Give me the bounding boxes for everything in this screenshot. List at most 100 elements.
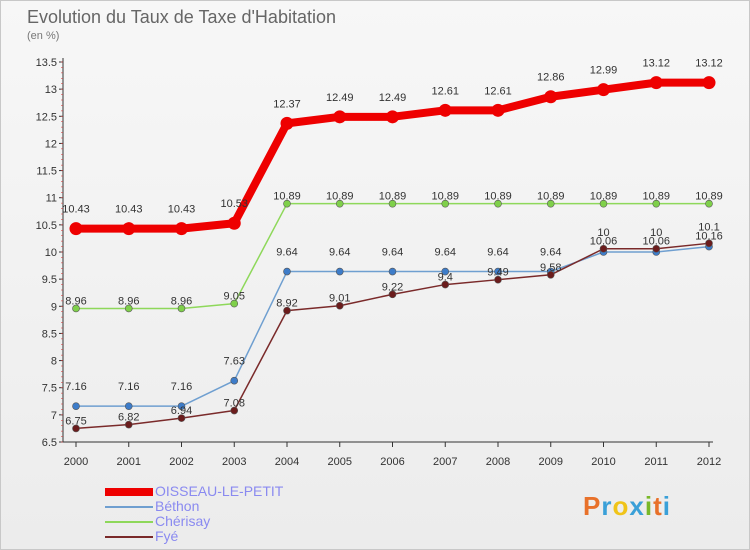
data-point-2 bbox=[494, 199, 502, 208]
data-point-3 bbox=[546, 270, 555, 279]
data-point-0 bbox=[491, 103, 505, 117]
legend-label-bethon: Béthon bbox=[155, 498, 200, 514]
x-tick-label: 2012 bbox=[697, 456, 721, 468]
data-label-1: 9.64 bbox=[540, 247, 561, 259]
data-label-1: 9.64 bbox=[276, 247, 297, 259]
data-point-3 bbox=[230, 406, 239, 415]
data-point-0 bbox=[280, 116, 294, 130]
data-label-1: 10 bbox=[597, 227, 609, 239]
data-label-1: 7.16 bbox=[65, 381, 86, 393]
x-tick-label: 2002 bbox=[169, 456, 193, 468]
data-label-2: 8.96 bbox=[65, 295, 86, 307]
data-point-3 bbox=[441, 280, 450, 289]
data-point-0 bbox=[122, 222, 136, 236]
data-label-3: 9.22 bbox=[382, 281, 403, 293]
data-label-0: 12.61 bbox=[484, 85, 512, 97]
data-point-0 bbox=[544, 90, 558, 104]
data-label-0: 12.49 bbox=[379, 92, 407, 104]
x-tick-label: 2008 bbox=[486, 456, 510, 468]
legend-item-cherisay: Chérisay bbox=[105, 513, 365, 529]
y-tick-label: 13 bbox=[45, 84, 57, 96]
logo-letter: x bbox=[629, 491, 645, 521]
data-label-2: 10.89 bbox=[642, 191, 670, 203]
data-point-2 bbox=[599, 199, 608, 208]
legend-swatch-bethon bbox=[105, 506, 153, 508]
data-label-3: 8.92 bbox=[276, 298, 297, 310]
data-label-3: 6.94 bbox=[171, 405, 192, 417]
logo-letter: i bbox=[644, 491, 654, 521]
y-tick-label: 7.5 bbox=[42, 383, 57, 395]
logo-letter: r bbox=[601, 491, 613, 521]
legend-swatch-fye bbox=[105, 536, 153, 538]
legend-item-bethon: Béthon bbox=[105, 498, 365, 514]
data-point-0 bbox=[649, 76, 663, 90]
data-label-3: 9.49 bbox=[487, 267, 508, 279]
data-point-1 bbox=[230, 376, 239, 385]
y-tick-label: 13.5 bbox=[36, 57, 57, 69]
data-label-0: 10.43 bbox=[62, 204, 90, 216]
data-label-1: 7.16 bbox=[171, 381, 192, 393]
x-tick-label: 2000 bbox=[64, 456, 88, 468]
data-label-3: 10.06 bbox=[642, 236, 670, 248]
proxiti-logo: Proxiti bbox=[583, 491, 671, 522]
data-label-2: 8.96 bbox=[171, 295, 192, 307]
data-label-3: 6.82 bbox=[118, 412, 139, 424]
y-tick-label: 9.5 bbox=[42, 274, 57, 286]
data-label-2: 10.89 bbox=[590, 191, 618, 203]
data-point-3 bbox=[124, 420, 133, 429]
data-point-1 bbox=[177, 402, 186, 410]
legend-item-fye: Fyé bbox=[105, 528, 365, 544]
x-tick-label: 2009 bbox=[539, 456, 563, 468]
data-label-1: 7.16 bbox=[118, 381, 139, 393]
legend-item-oisseau: OISSEAU-LE-PETIT bbox=[105, 483, 365, 499]
data-point-2 bbox=[283, 199, 291, 208]
data-label-0: 12.37 bbox=[273, 98, 301, 110]
x-tick-label: 2001 bbox=[117, 456, 141, 468]
data-label-0: 10.43 bbox=[115, 204, 143, 216]
data-point-1 bbox=[441, 267, 450, 276]
data-label-1: 7.63 bbox=[224, 356, 245, 368]
data-label-1: 10 bbox=[650, 227, 662, 239]
y-tick-label: 8.5 bbox=[42, 328, 57, 340]
data-label-3: 10.06 bbox=[590, 236, 618, 248]
data-label-1: 9.64 bbox=[329, 247, 350, 259]
y-tick-label: 7 bbox=[51, 410, 57, 422]
data-point-3 bbox=[72, 424, 80, 433]
data-point-1 bbox=[283, 267, 291, 276]
data-point-0 bbox=[175, 222, 188, 236]
data-label-2: 9.05 bbox=[224, 291, 245, 303]
data-label-0: 10.53 bbox=[220, 198, 248, 210]
data-label-3: 6.75 bbox=[65, 415, 86, 427]
data-label-3: 7.08 bbox=[224, 398, 245, 410]
logo-letter: t bbox=[653, 491, 663, 521]
data-point-0 bbox=[227, 216, 241, 230]
data-label-2: 10.89 bbox=[695, 191, 723, 203]
data-label-0: 12.99 bbox=[590, 65, 618, 77]
y-tick-label: 11.5 bbox=[36, 166, 57, 178]
data-point-3 bbox=[177, 414, 186, 422]
data-point-0 bbox=[702, 76, 716, 90]
data-point-0 bbox=[333, 110, 347, 124]
data-label-0: 10.43 bbox=[168, 204, 196, 216]
logo-letter: o bbox=[612, 491, 630, 521]
x-tick-label: 2003 bbox=[222, 456, 246, 468]
data-label-2: 8.96 bbox=[118, 295, 139, 307]
data-label-3: 9.4 bbox=[438, 272, 453, 284]
data-label-3: 9.01 bbox=[329, 293, 350, 305]
data-point-2 bbox=[546, 199, 555, 208]
data-label-0: 12.49 bbox=[326, 92, 354, 104]
legend: OISSEAU-LE-PETIT Béthon Chérisay Fyé bbox=[105, 483, 365, 544]
y-tick-label: 12.5 bbox=[36, 111, 57, 123]
data-point-1 bbox=[388, 267, 397, 276]
data-point-3 bbox=[335, 301, 344, 310]
data-point-1 bbox=[124, 402, 133, 410]
y-tick-label: 8 bbox=[51, 356, 57, 368]
chart-unit: (en %) bbox=[27, 30, 60, 42]
data-point-3 bbox=[705, 239, 713, 248]
data-label-1: 9.64 bbox=[382, 247, 403, 259]
x-tick-label: 2006 bbox=[380, 456, 404, 468]
data-point-0 bbox=[386, 110, 399, 124]
data-point-2 bbox=[652, 199, 661, 208]
x-tick-label: 2005 bbox=[328, 456, 352, 468]
